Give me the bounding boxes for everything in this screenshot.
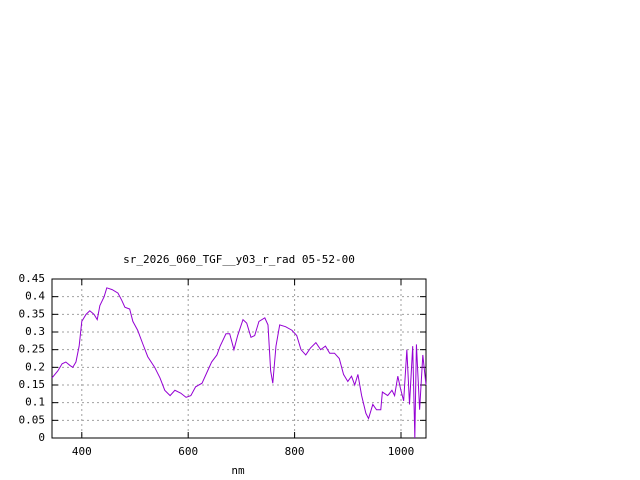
y-tick-label: 0.2 <box>25 360 45 373</box>
y-tick-label: 0.45 <box>19 272 46 285</box>
y-tick-label: 0.4 <box>25 290 45 303</box>
y-tick-label: 0.05 <box>19 413 46 426</box>
y-tick-label: 0.15 <box>19 378 46 391</box>
x-axis-label: nm <box>231 464 245 477</box>
x-tick-label: 1000 <box>388 445 415 458</box>
y-tick-label: 0.25 <box>19 343 46 356</box>
x-tick-label: 800 <box>285 445 305 458</box>
y-tick-label: 0.35 <box>19 307 46 320</box>
y-tick-label: 0.1 <box>25 396 45 409</box>
x-tick-label: 600 <box>178 445 198 458</box>
chart-title: sr_2026_060_TGF__y03_r_rad 05-52-00 <box>123 253 355 266</box>
plot-border <box>51 278 427 439</box>
y-tick-label: 0 <box>38 431 45 444</box>
data-line <box>51 287 427 439</box>
y-tick-label: 0.3 <box>25 325 45 338</box>
x-tick-label: 400 <box>72 445 92 458</box>
